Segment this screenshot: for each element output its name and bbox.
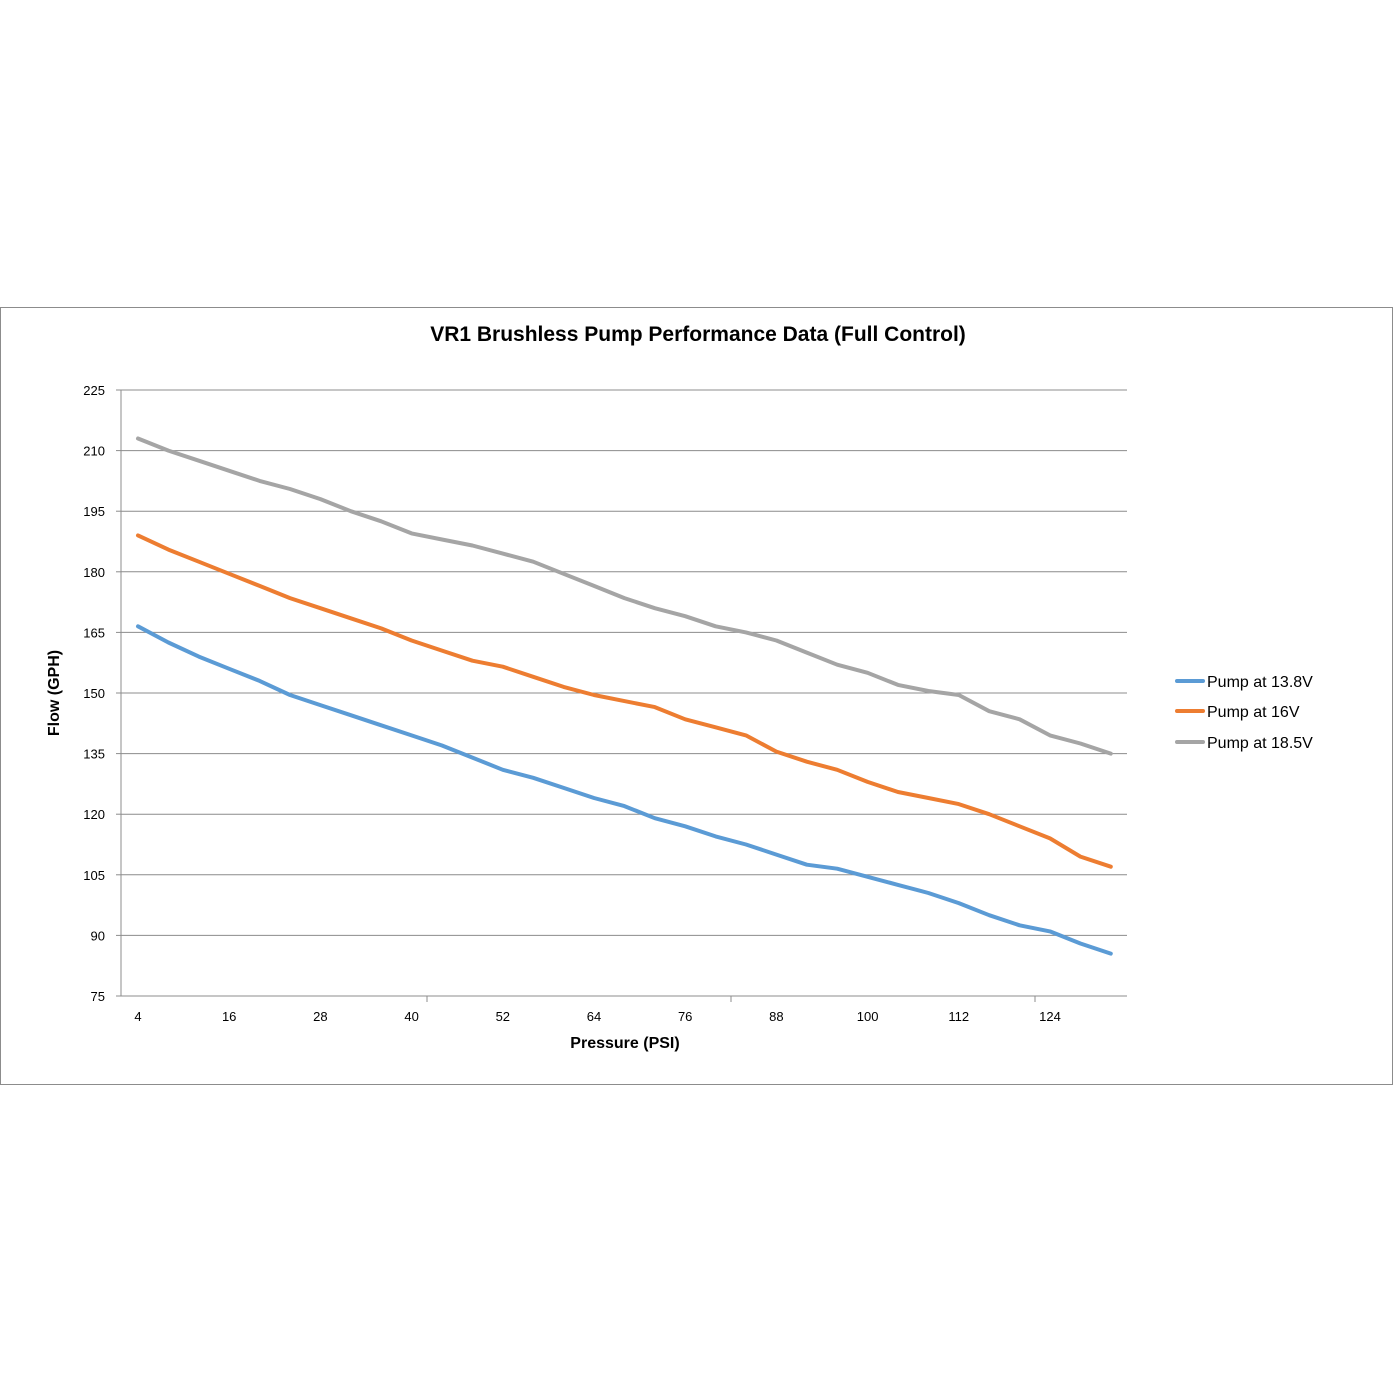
series-line-1	[136, 624, 1113, 956]
x-tick-label: 52	[496, 1009, 510, 1024]
y-tick-label: 150	[83, 686, 105, 701]
x-tick-label: 64	[587, 1009, 601, 1024]
y-tick-label: 120	[83, 807, 105, 822]
x-tick-label: 28	[313, 1009, 327, 1024]
axis-layer: 75 90 105 120 135 150 165 180 195 210 225 4 16 28 40 52…	[83, 383, 1127, 1024]
x-tick-label: 124	[1039, 1009, 1061, 1024]
x-tick-label: 112	[948, 1009, 969, 1024]
y-tick-label: 90	[91, 928, 105, 943]
x-tick-label: 16	[222, 1009, 236, 1024]
y-axis-title: Flow (GPH)	[46, 650, 63, 736]
x-tick-label: 4	[134, 1009, 141, 1024]
x-axis-title: Pressure (PSI)	[570, 1035, 679, 1052]
y-tick-label: 195	[83, 504, 105, 519]
series-line-3	[136, 436, 1113, 756]
x-tick-label: 88	[769, 1009, 783, 1024]
series-line-2	[136, 533, 1113, 869]
legend-label-2: Pump at 16V	[1207, 704, 1300, 721]
y-tick-label: 165	[83, 625, 105, 640]
y-tick-label: 210	[83, 444, 105, 459]
y-tick-label: 225	[83, 383, 105, 398]
chart-frame: 75 90 105 120 135 150 165 180 195 210 225 4 16 28 40 52…	[0, 307, 1393, 1085]
legend-label-1: Pump at 13.8V	[1207, 674, 1313, 691]
legend: Pump at 13.8V Pump at 16V Pump at 18.5V	[1175, 674, 1313, 752]
legend-label-3: Pump at 18.5V	[1207, 735, 1313, 752]
x-tick-label: 40	[404, 1009, 418, 1024]
x-tick-label: 76	[678, 1009, 692, 1024]
y-tick-label: 180	[83, 565, 105, 580]
grid-layer	[121, 389, 1127, 936]
y-tick-label: 75	[91, 989, 105, 1004]
y-tick-label: 105	[83, 868, 105, 883]
chart-title: VR1 Brushless Pump Performance Data (Ful…	[430, 323, 966, 346]
x-tick-label: 100	[857, 1009, 879, 1024]
y-tick-label: 135	[83, 747, 105, 762]
chart-svg: 75 90 105 120 135 150 165 180 195 210 225 4 16 28 40 52…	[46, 323, 1313, 1052]
series-layer	[136, 436, 1113, 956]
